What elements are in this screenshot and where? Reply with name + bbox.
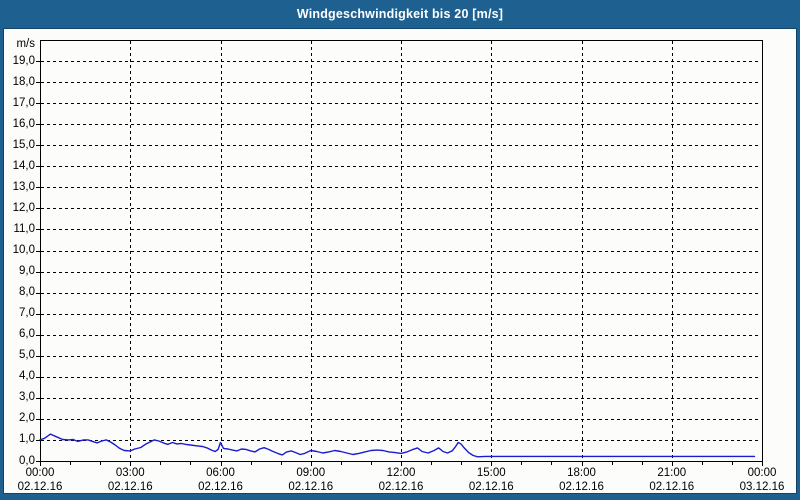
chart-panel	[3, 28, 797, 494]
chart-title: Windgeschwindigkeit bis 20 [m/s]	[296, 7, 504, 21]
titlebar: Windgeschwindigkeit bis 20 [m/s]	[0, 0, 800, 28]
wind-speed-line	[39, 433, 756, 458]
